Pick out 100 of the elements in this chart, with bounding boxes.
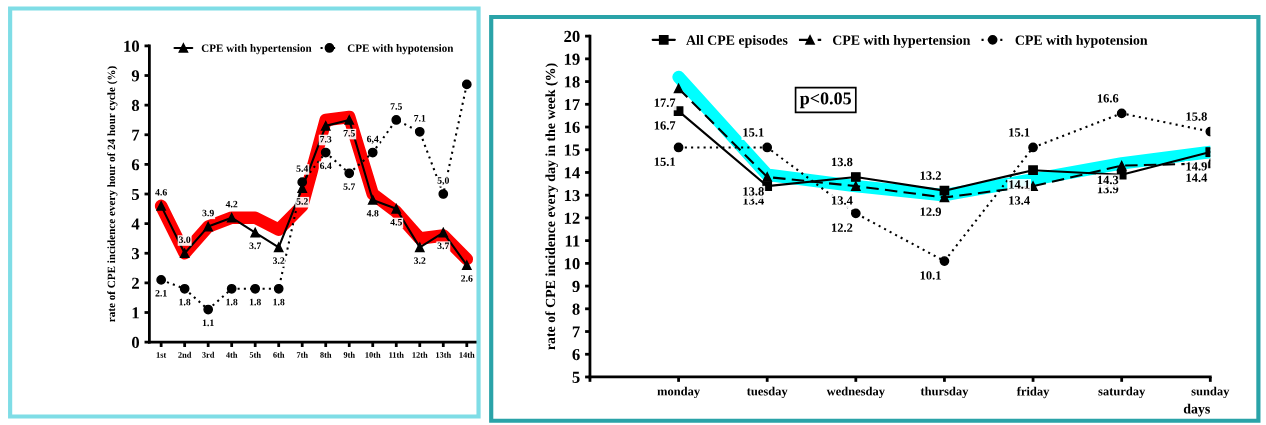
point [673,142,684,153]
x-tick-label: sunday [1191,386,1230,399]
point [438,189,449,199]
point [762,172,773,182]
data-label: 5.4 [296,165,309,172]
point [226,283,237,294]
point [273,283,284,294]
y-tick-label: 8 [572,303,580,315]
y-tick-label: 8 [131,99,140,112]
y-tick-label: 20 [564,30,580,43]
data-label: 1.8 [273,298,285,306]
point [320,121,331,131]
data-label: 5,0 [437,177,449,186]
y-axis-title: rate of CPE incidence every hour of 24 hour cycle (%) [107,66,118,322]
point [461,260,472,270]
data-label: 16.7 [654,121,676,130]
x-tick-label: friday [1016,386,1050,399]
data-label: 15.8 [1186,112,1207,121]
data-label: 17.7 [654,98,676,107]
point [367,195,378,205]
y-tick-label: 9 [572,280,580,293]
y-tick-label: 16 [564,121,580,133]
data-label: 13.4 [1009,196,1030,205]
data-label: 5.7 [343,183,356,190]
point [461,79,472,90]
y-tick-label: 10 [124,40,140,52]
y-tick-label: 10 [564,258,580,270]
data-label: 3.0 [178,236,191,243]
data-label: 5.2 [296,198,308,205]
y-tick-label: 5 [132,188,140,200]
x-tick-label: saturday [1098,386,1146,399]
y-tick-label: 9 [131,70,140,82]
data-label: 4.5 [390,218,402,226]
x-tick-label: 6th [273,351,285,358]
point [1116,160,1127,171]
point [673,83,684,94]
x-tick-label: wednesday [826,386,885,399]
x-tick-label: 10th [365,351,381,358]
data-label: 10.1 [920,271,941,280]
data-label: 1.8 [249,298,261,306]
x-tick-label: 8th [320,351,332,358]
data-label: 7.1 [414,114,426,122]
y-tick-label: 11 [565,235,580,247]
point [156,200,167,211]
legend-label: CPE with hypertension [201,44,312,55]
point [250,227,261,238]
legend-label: CPE with hypertension [832,35,971,48]
data-label: 2.6 [461,275,473,282]
data-label: 3.9 [202,209,214,217]
point [391,203,402,214]
y-tick-label: 7 [132,129,140,141]
point [297,177,308,188]
y-tick-label: 6 [572,349,580,361]
point [203,304,214,315]
y-tick-label: 3 [131,248,140,260]
x-tick-label: 13th [436,351,452,358]
data-label: 14.1 [1009,180,1030,189]
y-tick-label: 2 [132,277,139,289]
y-tick-label: 1 [132,307,139,319]
point [1028,165,1038,176]
data-label: 15.1 [1009,128,1030,137]
y-tick-label: 6 [131,159,140,171]
data-label: 6.4 [319,162,332,170]
x-tick-label: 11th [389,351,404,358]
x-tick-label: 7th [296,351,308,358]
x-tick-label: tuesday [746,386,788,399]
data-label: 15.1 [743,128,764,137]
point [1116,108,1127,119]
data-label: 3.2 [272,257,285,264]
point [367,147,378,158]
data-label: 2.1 [155,289,167,297]
point [939,256,950,266]
point [438,227,449,238]
y-tick-label: 4 [131,218,140,230]
point [344,115,355,125]
data-label: 4.6 [155,189,167,196]
annotation: p<0.05 [799,92,851,109]
data-label: 1.1 [202,319,214,327]
x-tick-label: thursday [920,386,969,399]
data-label: 13.9 [1097,184,1119,194]
data-label: 12.2 [831,223,853,232]
data-label: 14.9 [1186,162,1207,171]
data-label: 12.9 [920,207,942,217]
y-tick-label: 0 [131,336,140,349]
point [762,142,773,153]
data-label: 7.3 [320,135,332,143]
point [179,248,190,259]
data-label: 13.8 [743,187,764,196]
x-tick-label: 9th [343,351,355,358]
y-tick-label: 5 [572,371,580,383]
data-label: 4.8 [366,209,379,217]
data-label: 1.8 [179,298,191,306]
data-label: 3.7 [437,242,450,250]
data-label: 7.5 [343,130,355,137]
y-axis-title: rate of CPE incidence every day in the week (%) [545,63,559,350]
data-label: 3.2 [414,257,426,264]
point [850,208,861,219]
data-label: 1.8 [226,298,238,306]
data-label: 14.3 [1097,175,1119,185]
y-tick-label: 15 [564,144,580,156]
